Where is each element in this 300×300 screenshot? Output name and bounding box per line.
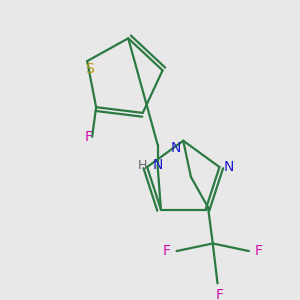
Text: F: F — [163, 244, 171, 258]
Text: F: F — [84, 130, 92, 144]
Text: F: F — [254, 244, 262, 258]
Text: H: H — [138, 159, 147, 172]
Text: N: N — [170, 141, 181, 155]
Text: N: N — [224, 160, 234, 174]
Text: N: N — [152, 158, 163, 172]
Text: F: F — [215, 288, 223, 300]
Text: S: S — [85, 62, 93, 76]
